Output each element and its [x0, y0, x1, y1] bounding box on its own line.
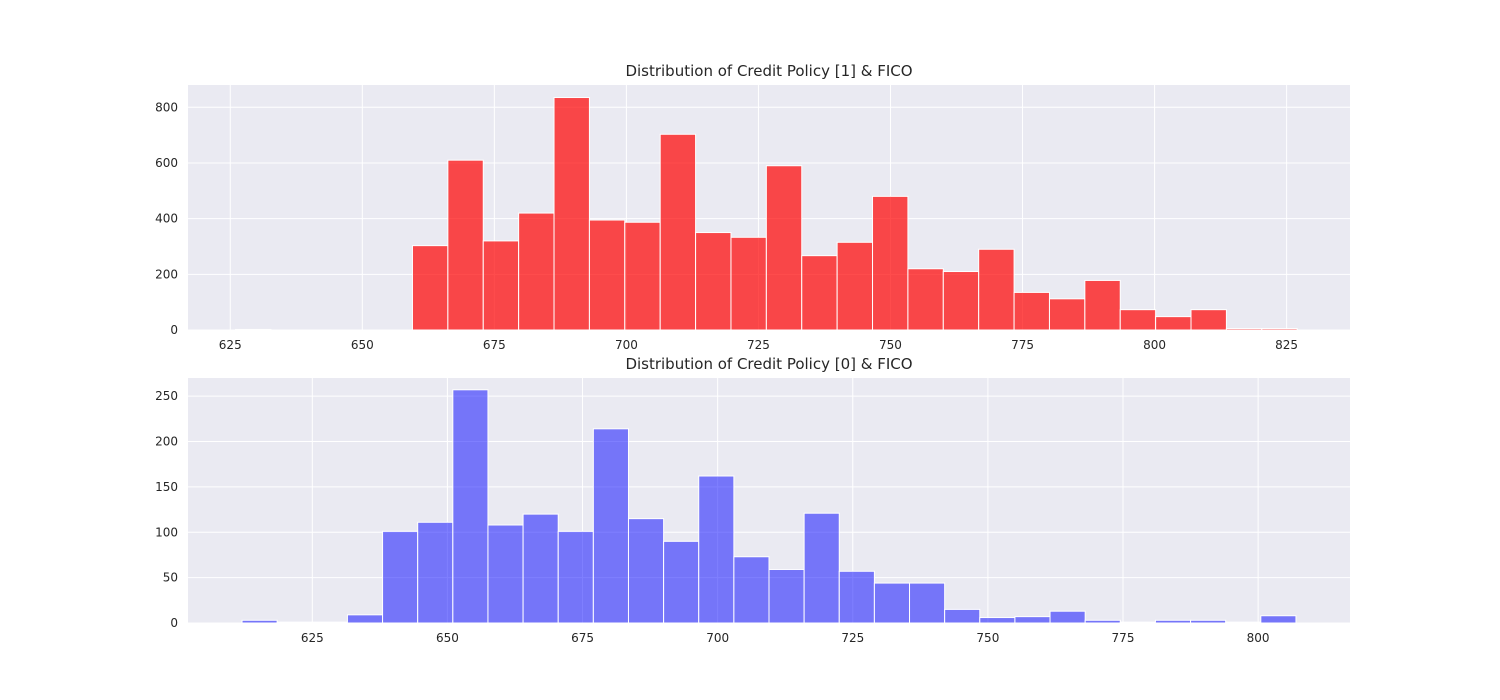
x-tick-label: 775 — [1011, 338, 1034, 352]
x-tick-label: 750 — [976, 631, 999, 645]
histogram-bar — [592, 428, 629, 624]
y-tick-label: 200 — [155, 267, 178, 281]
histogram-bar — [838, 570, 875, 624]
histogram-bar — [447, 159, 484, 331]
x-tick-label: 650 — [436, 631, 459, 645]
x-tick-label: 775 — [1112, 631, 1135, 645]
histogram-bar — [1261, 328, 1298, 331]
x-tick-label: 825 — [1275, 338, 1298, 352]
histogram-bar — [482, 240, 520, 331]
histogram-bar — [836, 241, 874, 331]
x-tick-label: 650 — [351, 338, 374, 352]
histogram-bar — [487, 524, 524, 624]
histogram-bar — [1260, 615, 1297, 624]
histogram-bar — [588, 219, 626, 331]
histogram-bar — [346, 614, 384, 624]
histogram-bar — [942, 271, 980, 331]
histogram-bar — [768, 568, 805, 624]
histogram-bar — [979, 617, 1016, 624]
histogram-bar — [872, 195, 909, 331]
histogram-bar — [411, 245, 449, 331]
histogram-bar — [698, 475, 735, 624]
y-tick-label: 200 — [155, 435, 178, 449]
histogram-bar — [1154, 619, 1192, 624]
histogram-bar — [730, 236, 767, 331]
chart-title: Distribution of Credit Policy [1] & FICO — [625, 62, 912, 80]
histogram-bar — [382, 530, 419, 624]
x-tick-label: 700 — [706, 631, 729, 645]
x-tick-label: 625 — [219, 338, 242, 352]
histogram-bar — [624, 221, 661, 331]
histogram-bar — [417, 521, 454, 624]
x-tick-label: 625 — [301, 631, 324, 645]
x-tick-label: 675 — [571, 631, 594, 645]
histogram-bar — [801, 255, 838, 331]
histogram-bar — [978, 248, 1015, 331]
histogram-bar — [553, 97, 590, 331]
chart-panel-1: 625 650 675 700 725 750 775 800 825 0 200 400 600 800… — [155, 62, 1350, 352]
histogram-bar — [235, 328, 272, 331]
histogram-bar — [663, 540, 700, 624]
histogram-bar — [1119, 621, 1156, 624]
histogram-bar — [765, 165, 803, 331]
histogram-bar — [1049, 610, 1086, 624]
histogram-bar — [1084, 279, 1121, 331]
histogram-bar — [241, 619, 278, 624]
y-tick-label: 0 — [170, 616, 178, 630]
x-tick-label: 800 — [1247, 631, 1270, 645]
histogram-bar — [1048, 298, 1086, 331]
y-tick-label: 250 — [155, 389, 178, 403]
histogram-bar — [909, 582, 946, 624]
histogram-bar — [1225, 621, 1262, 624]
histogram-bar — [1119, 309, 1157, 331]
x-tick-label: 750 — [879, 338, 902, 352]
histogram-bar — [907, 268, 944, 331]
histogram-bar — [1084, 619, 1121, 624]
y-tick-label: 400 — [155, 212, 178, 226]
histogram-bar — [803, 512, 840, 624]
x-tick-label: 725 — [841, 631, 864, 645]
y-tick-label: 150 — [155, 480, 178, 494]
x-tick-label: 800 — [1143, 338, 1166, 352]
histogram-bar — [1013, 291, 1050, 331]
histogram-bar — [695, 232, 732, 331]
histogram-bar — [557, 530, 594, 624]
histogram-bar — [1190, 309, 1227, 331]
y-tick-label: 50 — [163, 571, 178, 585]
histogram-bar — [518, 212, 555, 331]
histogram-bar — [1225, 328, 1263, 331]
histogram-bar — [311, 621, 348, 624]
histogram-bar — [659, 133, 697, 331]
histogram-bar — [1155, 316, 1192, 331]
x-tick-label: 700 — [615, 338, 638, 352]
histogram-bar — [1014, 616, 1051, 624]
histogram-bar — [522, 513, 559, 624]
chart-panel-2: 625 650 675 700 725 750 775 800 0 50 100 150 200 250 D… — [155, 355, 1350, 645]
chart-title: Distribution of Credit Policy [0] & FICO — [625, 355, 912, 373]
x-tick-label: 725 — [747, 338, 770, 352]
histogram-bar — [452, 389, 489, 624]
histogram-bar — [276, 621, 313, 624]
histogram-bar — [627, 518, 665, 624]
histogram-bar — [873, 582, 911, 624]
x-tick-label: 675 — [483, 338, 506, 352]
histogram-bar — [1190, 619, 1227, 624]
y-tick-label: 600 — [155, 156, 178, 170]
y-tick-label: 100 — [155, 525, 178, 539]
y-tick-label: 0 — [170, 323, 178, 337]
histogram-bar — [944, 608, 981, 624]
y-tick-label: 800 — [155, 100, 178, 114]
histogram-bar — [733, 556, 770, 624]
